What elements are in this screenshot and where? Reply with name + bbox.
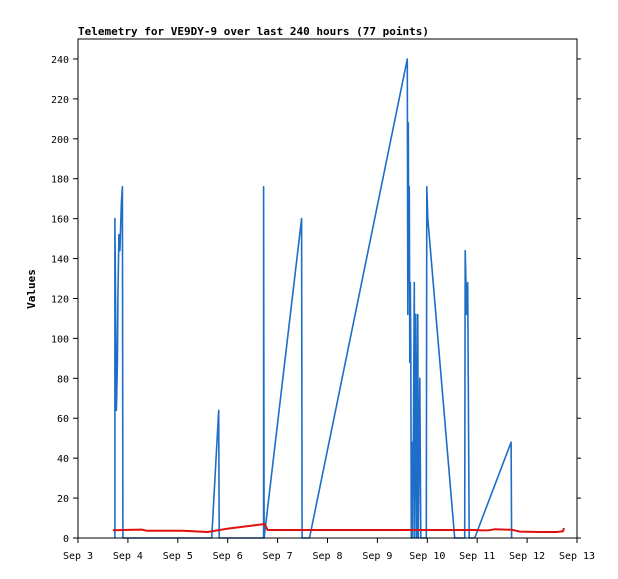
y-tick-label: 160 (51, 215, 69, 226)
y-tick-label: 200 (51, 135, 69, 146)
y-tick-label: 140 (51, 255, 69, 266)
x-tick-label: Sep 8 (312, 551, 342, 562)
x-tick-label: Sep 12 (509, 551, 545, 562)
y-tick-label: 0 (63, 534, 69, 545)
y-tick-label: 40 (57, 454, 69, 465)
x-tick-label: Sep 13 (559, 551, 595, 562)
chart-title: Telemetry for VE9DY-9 over last 240 hour… (78, 25, 429, 38)
x-tick-label: Sep 3 (63, 551, 93, 562)
x-tick-label: Sep 11 (459, 551, 495, 562)
x-tick-label: Sep 5 (163, 551, 193, 562)
series-layer (112, 58, 565, 539)
x-tick-label: Sep 6 (213, 551, 243, 562)
y-axis-label: Values (25, 269, 38, 309)
series-line-2 (112, 523, 565, 533)
y-tick-label: 100 (51, 334, 69, 345)
y-tick-label: 80 (57, 374, 69, 385)
x-tick-label: Sep 4 (113, 551, 143, 562)
x-axis: Sep 3 Sep 4 Sep 5 Sep 6 Sep 7 Sep 8 Sep 9 Sep 1… (63, 538, 595, 562)
y-axis: 0 20 40 60 80 100 120 140 160 180 200 220 240 (51, 55, 581, 545)
y-tick-label: 120 (51, 294, 69, 305)
y-tick-label: 60 (57, 414, 69, 425)
plot-area (77, 38, 578, 539)
y-tick-label: 180 (51, 175, 69, 186)
x-tick-label: Sep 9 (362, 551, 392, 562)
x-tick-label: Sep 7 (263, 551, 293, 562)
y-tick-label: 220 (51, 95, 69, 106)
x-tick-label: Sep 10 (409, 551, 445, 562)
y-tick-label: 240 (51, 55, 69, 66)
y-tick-label: 20 (57, 494, 69, 505)
